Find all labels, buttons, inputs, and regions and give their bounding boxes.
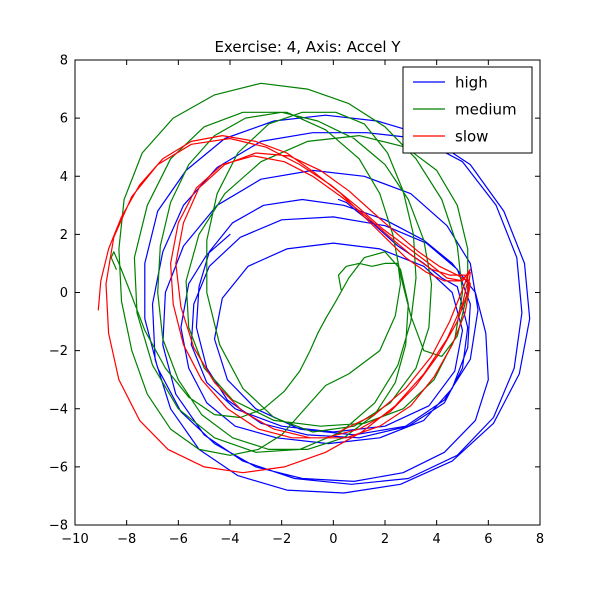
x-tick-label: 0 <box>329 532 337 547</box>
chart-title: Exercise: 4, Axis: Accel Y <box>214 38 401 56</box>
x-tick-label: 2 <box>381 532 389 547</box>
x-tick-label: 4 <box>433 532 441 547</box>
legend-label-slow: slow <box>455 128 488 146</box>
y-tick-label: 8 <box>60 54 68 69</box>
legend-label-high: high <box>455 74 488 92</box>
x-tick-label: 6 <box>484 532 492 547</box>
y-tick-label: 6 <box>60 112 68 127</box>
series-line-slow <box>97 135 471 474</box>
legend-label-medium: medium <box>455 101 517 119</box>
y-tick-label: −8 <box>49 519 68 534</box>
x-tick-label: −4 <box>220 532 239 547</box>
y-tick-label: −4 <box>49 402 68 417</box>
x-tick-label: −2 <box>272 532 291 547</box>
y-tick-label: −2 <box>49 344 68 359</box>
x-axis-ticks: −10 −8 −6 −4 −2 0 2 4 6 8 <box>61 60 544 547</box>
x-tick-label: −10 <box>61 532 88 547</box>
x-tick-label: −6 <box>169 532 188 547</box>
legend: high medium slow <box>402 66 533 154</box>
y-tick-label: 2 <box>60 228 68 243</box>
y-tick-label: 0 <box>60 286 68 301</box>
plot-area-frame <box>74 59 541 526</box>
y-axis-ticks: −8 −6 −4 −2 0 2 4 6 8 <box>49 54 540 534</box>
y-tick-label: 4 <box>60 170 68 185</box>
y-tick-label: −6 <box>49 460 68 475</box>
x-tick-label: −8 <box>117 532 136 547</box>
x-tick-label: 8 <box>536 532 544 547</box>
legend-box <box>402 66 533 154</box>
